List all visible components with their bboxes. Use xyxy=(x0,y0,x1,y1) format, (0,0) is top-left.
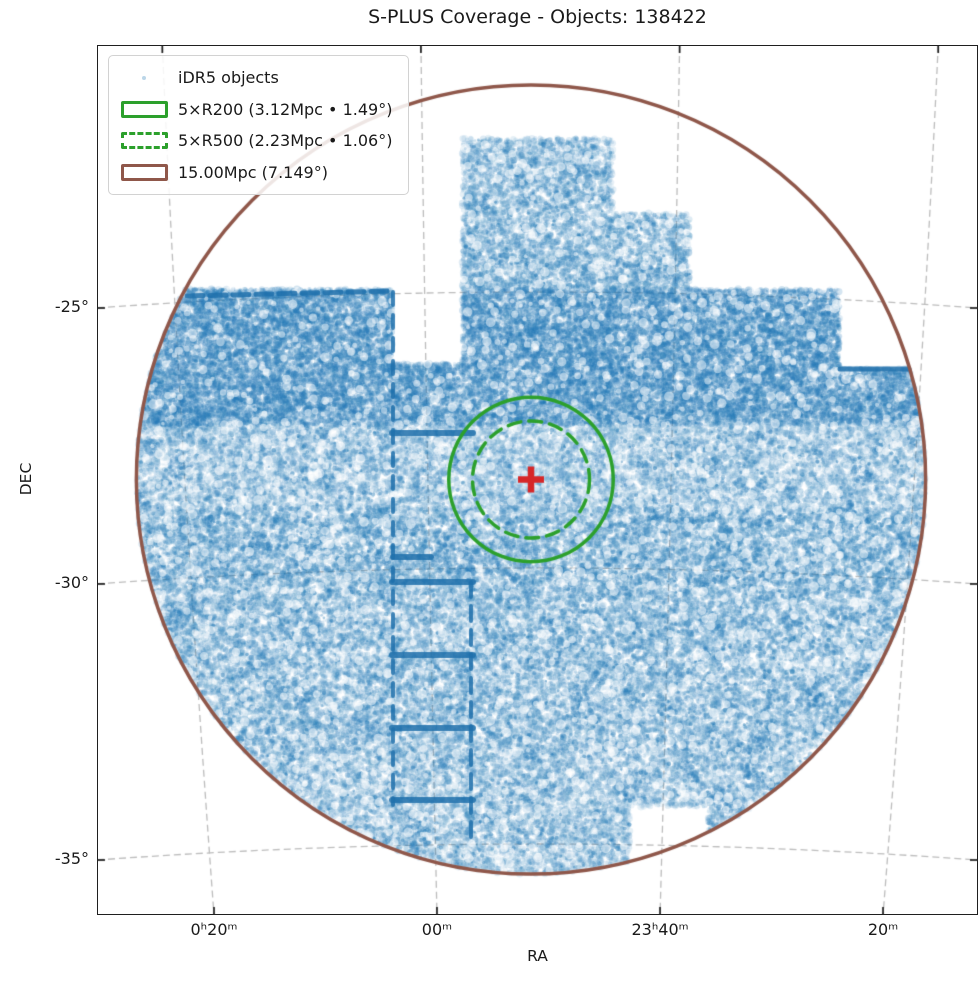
plot-title: S-PLUS Coverage - Objects: 138422 xyxy=(368,6,707,28)
y-tick-label: -35° xyxy=(54,849,89,869)
line-swatch-icon xyxy=(119,132,169,150)
legend-marker-shape xyxy=(120,163,168,181)
legend-marker-shape xyxy=(120,132,168,150)
legend-item-label: 5×R200 (3.12Mpc • 1.49°) xyxy=(178,99,393,119)
line-swatch-icon xyxy=(119,100,169,118)
x-tick-label: 20ᵐ xyxy=(867,920,899,939)
legend-item-label: 15.00Mpc (7.149°) xyxy=(178,162,328,182)
x-tick-label: 23ʰ40ᵐ xyxy=(631,920,689,939)
y-axis-label: DEC xyxy=(17,462,35,496)
legend-marker-shape xyxy=(120,100,168,118)
scatter-dot-icon xyxy=(119,75,169,80)
legend-item-label: 5×R500 (2.23Mpc • 1.06°) xyxy=(178,131,393,151)
legend-marker-shape xyxy=(142,75,146,80)
line-swatch-icon xyxy=(119,163,169,181)
legend-item: 15.00Mpc (7.149°) xyxy=(119,157,392,189)
legend-item: 5×R200 (3.12Mpc • 1.49°) xyxy=(119,94,392,126)
legend-item: iDR5 objects xyxy=(119,62,392,94)
y-tick-label: -25° xyxy=(54,297,89,316)
x-tick-label: 00ᵐ xyxy=(421,920,453,939)
legend-item-label: iDR5 objects xyxy=(178,68,279,88)
y-tick-label: -30° xyxy=(54,572,89,592)
legend: iDR5 objects 5×R200 (3.12Mpc • 1.49°) 5×R5… xyxy=(108,55,410,195)
legend-item: 5×R500 (2.23Mpc • 1.06°) xyxy=(119,125,392,157)
x-axis-label: RA xyxy=(527,947,548,965)
x-tick-label: 0ʰ20ᵐ xyxy=(190,920,238,939)
